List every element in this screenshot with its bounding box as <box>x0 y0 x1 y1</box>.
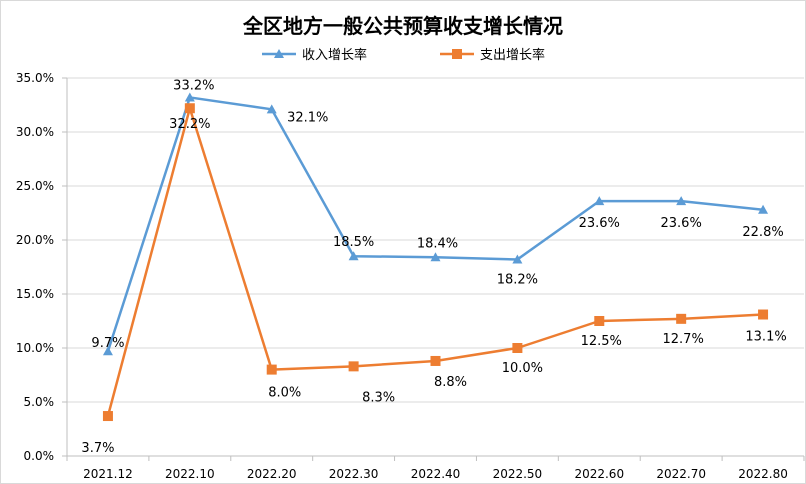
data-label-series-2: 32.2% <box>169 117 210 132</box>
x-tick-label: 2022.50 <box>493 467 543 481</box>
legend-marker-triangle-icon <box>274 49 284 58</box>
data-label-series-1: 18.5% <box>333 235 374 250</box>
y-tick-label: 20.0% <box>16 233 54 247</box>
x-tick-label: 2022.80 <box>738 467 788 481</box>
y-tick-label: 5.0% <box>24 395 55 409</box>
series-2-point <box>430 355 441 366</box>
series-1-point <box>594 196 605 206</box>
legend-marker-square-icon <box>452 49 462 59</box>
y-tick-label: 25.0% <box>16 179 54 193</box>
series-1-point <box>676 196 687 206</box>
x-tick-label: 2022.60 <box>574 467 624 481</box>
series-1-point <box>512 254 523 264</box>
data-label-series-2: 12.7% <box>663 332 704 347</box>
series-1-point <box>348 251 359 261</box>
data-label-series-2: 12.5% <box>581 334 622 349</box>
series-1-point <box>758 204 769 214</box>
series-1-point <box>266 104 277 114</box>
series-2-point <box>512 343 523 353</box>
series-2-point <box>184 103 195 114</box>
series-line-2 <box>106 106 764 417</box>
y-tick-label: 0.0% <box>24 449 55 463</box>
series-1-point <box>102 346 113 356</box>
data-label-series-1: 32.1% <box>287 110 328 125</box>
data-label-series-1: 9.7% <box>91 336 124 351</box>
legend-label-2: 支出增长率 <box>480 47 545 63</box>
series-1-point <box>430 252 441 262</box>
series-2-point <box>266 364 277 375</box>
data-label-series-2: 8.3% <box>362 390 395 405</box>
y-tick-label: 15.0% <box>16 287 54 301</box>
data-label-series-1: 23.6% <box>661 216 702 231</box>
chart-title: 全区地方一般公共预算收支增长情况 <box>243 14 563 38</box>
x-tick-label: 2022.20 <box>247 467 297 481</box>
series-2-point <box>676 313 687 324</box>
data-label-series-1: 18.4% <box>417 236 458 251</box>
data-label-series-1: 23.6% <box>579 216 620 231</box>
data-label-series-2: 13.1% <box>745 330 786 345</box>
x-tick-label: 2022.40 <box>411 467 461 481</box>
series-2-point <box>594 316 605 326</box>
series-2-point <box>102 411 113 422</box>
y-tick-label: 10.0% <box>16 341 54 355</box>
legend-label-1: 收入增长率 <box>302 47 367 63</box>
data-label-series-2: 8.8% <box>434 375 467 390</box>
data-label-series-1: 33.2% <box>173 78 214 93</box>
series-2-point <box>348 361 359 372</box>
x-tick-label: 2022.10 <box>165 467 215 481</box>
data-label-series-2: 10.0% <box>502 361 543 376</box>
data-label-series-1: 18.2% <box>497 272 538 287</box>
series-2-point <box>758 309 769 320</box>
series-1-point <box>184 92 195 102</box>
x-tick-label: 2021.12 <box>83 467 133 481</box>
y-tick-label: 35.0% <box>16 71 54 85</box>
x-tick-label: 2022.30 <box>329 467 379 481</box>
y-tick-label: 30.0% <box>16 125 54 139</box>
x-tick-label: 2022.70 <box>656 467 706 481</box>
data-label-series-2: 8.0% <box>268 386 301 401</box>
data-label-series-2: 3.7% <box>81 441 114 456</box>
data-label-series-1: 22.8% <box>742 225 783 240</box>
